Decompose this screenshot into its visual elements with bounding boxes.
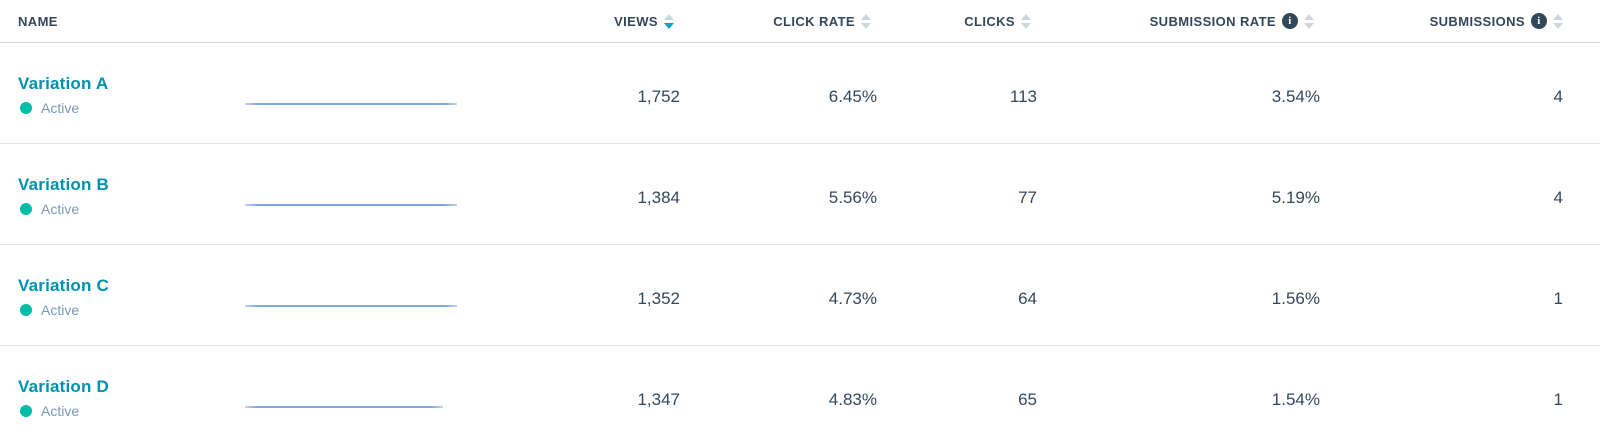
variation-link[interactable]: Variation D [18, 377, 110, 396]
submission-rate-cell: 1.56% [1271, 288, 1320, 308]
submissions-cell: 1 [1553, 288, 1563, 308]
column-label: SUBMISSIONS [1429, 13, 1525, 29]
column-header-name: NAME [0, 0, 237, 42]
submissions-cell: 4 [1553, 187, 1563, 207]
clicks-cell: 64 [1018, 288, 1037, 308]
status-badge: Active [20, 201, 237, 217]
spark-cell [237, 346, 490, 446]
active-status-dot-icon [20, 304, 32, 316]
table-row: Variation D Active 1,347 4.83% 65 1.54% … [0, 346, 1600, 446]
status-badge: Active [20, 302, 237, 318]
submission-rate-cell: 1.54% [1271, 389, 1320, 409]
spark-cell [237, 43, 490, 143]
table-row: Variation B Active 1,384 5.56% 77 5.19% … [0, 144, 1600, 245]
column-header-submissions[interactable]: SUBMISSIONS [1320, 0, 1600, 42]
name-cell: Variation B Active [0, 144, 237, 244]
name-cell: Variation D Active [0, 346, 237, 446]
table-header-row: NAME VIEWS CLICK RATE CLICKS SUBMISSION … [0, 0, 1600, 43]
column-label: NAME [18, 13, 58, 29]
variation-link[interactable]: Variation A [18, 74, 109, 93]
sort-icon[interactable] [1553, 13, 1563, 29]
click-rate-cell: 5.56% [828, 187, 877, 207]
column-header-clicks[interactable]: CLICKS [877, 0, 1037, 42]
click-rate-cell: 6.45% [828, 86, 877, 106]
column-header-submission-rate[interactable]: SUBMISSION RATE [1037, 0, 1320, 42]
info-icon[interactable] [1282, 13, 1298, 29]
column-label: VIEWS [614, 13, 658, 29]
active-status-dot-icon [20, 102, 32, 114]
spark-column-spacer [237, 0, 490, 42]
column-label: CLICK RATE [773, 13, 855, 29]
variation-link[interactable]: Variation C [18, 276, 110, 295]
submissions-cell: 1 [1553, 389, 1563, 409]
clicks-cell: 77 [1018, 187, 1037, 207]
column-header-click-rate[interactable]: CLICK RATE [680, 0, 877, 42]
clicks-cell: 65 [1018, 389, 1037, 409]
sort-icon[interactable] [1304, 13, 1314, 29]
info-icon[interactable] [1531, 13, 1547, 29]
views-cell: 1,347 [637, 389, 680, 409]
column-label: CLICKS [964, 13, 1015, 29]
status-label: Active [41, 302, 80, 318]
views-sparkline [245, 406, 443, 408]
table-row: Variation A Active 1,752 6.45% 113 3.54%… [0, 43, 1600, 144]
views-sparkline [245, 204, 457, 206]
active-status-dot-icon [20, 405, 32, 417]
status-badge: Active [20, 403, 237, 419]
submission-rate-cell: 5.19% [1271, 187, 1320, 207]
click-rate-cell: 4.83% [828, 389, 877, 409]
sort-icon[interactable] [861, 13, 871, 29]
sort-icon[interactable] [1021, 13, 1031, 29]
active-status-dot-icon [20, 203, 32, 215]
click-rate-cell: 4.73% [828, 288, 877, 308]
status-badge: Active [20, 100, 237, 116]
views-cell: 1,352 [637, 288, 680, 308]
submissions-cell: 4 [1553, 86, 1563, 106]
table-row: Variation C Active 1,352 4.73% 64 1.56% … [0, 245, 1600, 346]
column-header-views[interactable]: VIEWS [490, 0, 680, 42]
views-sparkline [245, 305, 457, 307]
clicks-cell: 113 [1009, 86, 1037, 106]
status-label: Active [41, 100, 80, 116]
spark-cell [237, 144, 490, 244]
views-cell: 1,384 [637, 187, 680, 207]
views-sparkline [245, 103, 457, 105]
views-cell: 1,752 [637, 86, 680, 106]
status-label: Active [41, 201, 80, 217]
name-cell: Variation C Active [0, 245, 237, 345]
variation-link[interactable]: Variation B [18, 175, 110, 194]
spark-cell [237, 245, 490, 345]
submission-rate-cell: 3.54% [1271, 86, 1320, 106]
status-label: Active [41, 403, 80, 419]
column-label: SUBMISSION RATE [1149, 13, 1276, 29]
sort-icon[interactable] [664, 13, 674, 29]
name-cell: Variation A Active [0, 43, 237, 143]
